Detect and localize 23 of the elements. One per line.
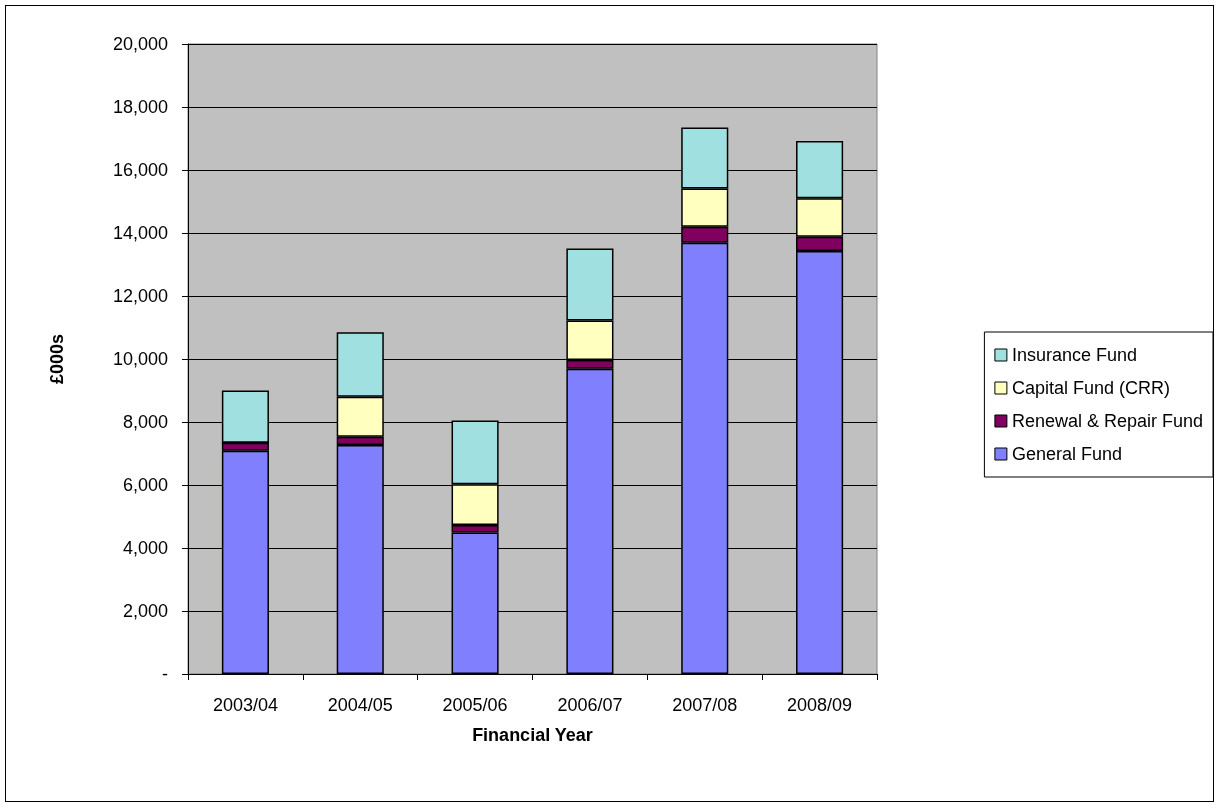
x-tick-label: 2006/07 xyxy=(557,695,623,715)
x-tick-label: 2003/04 xyxy=(212,695,278,715)
y-tick-label: 2,000 xyxy=(122,601,168,621)
x-axis-title: Financial Year xyxy=(472,725,593,745)
legend-label: Renewal & Repair Fund xyxy=(1011,411,1204,431)
y-tick-label: - xyxy=(162,664,168,684)
y-tick-label: 6,000 xyxy=(122,475,168,495)
y-axis-title: £000s xyxy=(47,333,67,385)
y-tick-label: 12,000 xyxy=(112,286,168,306)
y-tick-label: 20,000 xyxy=(112,34,168,54)
y-tick-label: 16,000 xyxy=(112,160,168,180)
x-tick-label: 2005/06 xyxy=(442,695,508,715)
x-tick-label: 2004/05 xyxy=(327,695,393,715)
legend-label: Capital Fund (CRR) xyxy=(1011,378,1170,398)
legend-label: Insurance Fund xyxy=(1011,345,1137,365)
y-tick-label: 8,000 xyxy=(122,412,168,432)
x-tick-label: 2007/08 xyxy=(672,695,738,715)
legend-label: General Fund xyxy=(1011,444,1122,464)
y-tick-label: 4,000 xyxy=(122,538,168,558)
y-tick-label: 10,000 xyxy=(112,349,168,369)
x-tick-label: 2008/09 xyxy=(787,695,853,715)
y-tick-label: 14,000 xyxy=(112,223,168,243)
y-tick-label: 18,000 xyxy=(112,97,168,117)
